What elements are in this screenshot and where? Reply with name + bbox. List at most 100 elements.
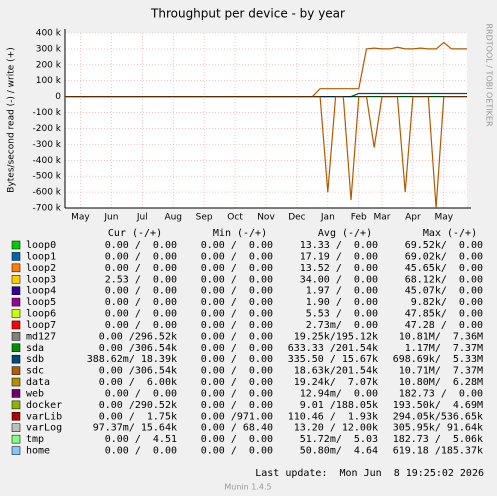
- last-update: Last update: Mon Jun 8 19:25:02 2026: [255, 468, 484, 479]
- legend-name: loop1: [26, 251, 56, 262]
- x-tick-label: Mar: [373, 213, 390, 223]
- legend-value: 2.53 / 0.00: [105, 274, 177, 285]
- legend-value: 619.18 /185.37k: [393, 446, 483, 457]
- legend-value: 68.12k/ 0.00: [405, 274, 483, 285]
- legend-value: 0.00 / 0.00: [201, 286, 273, 297]
- legend-value: 294.05k/536.65k: [393, 411, 483, 422]
- legend-name: loop6: [26, 309, 56, 320]
- legend-value: 10.81M/ 7.36M: [399, 331, 483, 342]
- legend-value: 633.33 /201.54k: [288, 343, 378, 354]
- legend-value: 0.00 /296.52k: [99, 331, 177, 342]
- y-tick-label: -200 k: [33, 124, 62, 134]
- legend-value: 0.00 / 0.00: [201, 343, 273, 354]
- legend-name: loop2: [26, 263, 56, 274]
- x-tick-label: Sep: [196, 213, 213, 223]
- legend-swatch: [11, 320, 21, 330]
- legend-value: 13.20 / 12.00k: [294, 423, 378, 434]
- x-tick-label: Nov: [257, 213, 275, 223]
- legend-swatch: [11, 389, 21, 398]
- legend-value: 0.00 / 0.00: [201, 377, 273, 388]
- legend-value: 2.73m/ 0.00: [306, 320, 378, 331]
- legend-name: varLib: [26, 411, 62, 422]
- legend-value: 50.80m/ 4.64: [300, 446, 378, 457]
- chart-title: Throughput per device - by year: [150, 7, 345, 21]
- legend-name: tmp: [26, 434, 44, 445]
- legend-value: 182.73 / 5.06k: [393, 434, 483, 445]
- legend-name: data: [26, 377, 50, 388]
- legend-value: 193.50k/ 4.69M: [393, 400, 483, 411]
- legend-swatch: [11, 297, 21, 307]
- x-tick-label: Jan: [320, 213, 335, 223]
- legend-value: 0.00 /306.54k: [99, 366, 177, 377]
- y-axis-label: Bytes/second read (-) / write (+): [7, 47, 17, 192]
- legend-value: 0.00 / 0.00: [201, 240, 273, 251]
- y-tick-label: 300 k: [36, 44, 62, 54]
- legend-value: 10.80M/ 6.28M: [399, 377, 483, 388]
- y-tick-label: 200 k: [36, 60, 62, 70]
- legend-swatch: [11, 400, 21, 410]
- legend-value: 12.94m/ 0.00: [300, 388, 378, 399]
- legend-value: 69.02k/ 0.00: [405, 251, 483, 262]
- legend-name: loop7: [26, 320, 56, 331]
- legend-value: 51.72m/ 5.03: [300, 434, 378, 445]
- legend-swatch: [11, 286, 21, 295]
- version: Munin 1.4.5: [224, 483, 271, 492]
- legend-swatch: [11, 434, 21, 444]
- x-tick-label: Aug: [164, 213, 182, 223]
- legend-value: 1.17M/ 7.37M: [405, 343, 483, 354]
- legend-name: loop0: [26, 240, 56, 251]
- legend-value: 1.90 / 0.00: [306, 297, 378, 308]
- legend-value: 0.00 / 0.00: [105, 240, 177, 251]
- legend-value: 0.00 /290.52k: [99, 400, 177, 411]
- legend-value: 9.82k/ 0.00: [411, 297, 483, 308]
- legend-value: 19.24k/ 7.07k: [294, 377, 378, 388]
- legend-value: 97.37m/ 15.64k: [93, 423, 177, 434]
- column-header: Cur (-/+): [108, 228, 162, 239]
- legend-value: 0.00 / 68.40: [201, 423, 273, 434]
- legend-name: home: [26, 446, 50, 457]
- legend-value: 0.00 / 0.00: [201, 434, 273, 445]
- legend-name: varLog: [26, 423, 62, 434]
- legend-swatch: [11, 366, 21, 375]
- legend-value: 5.53 / 0.00: [306, 309, 378, 320]
- legend-value: 305.95k/ 91.64k: [393, 423, 483, 434]
- legend-swatch: [11, 263, 21, 273]
- legend-value: 0.00 / 1.75k: [99, 411, 177, 422]
- legend-value: 45.65k/ 0.00: [405, 263, 483, 274]
- x-tick-label: Jun: [103, 213, 118, 223]
- legend-value: 0.00 / 0.00: [105, 446, 177, 457]
- legend-value: 0.00 / 0.00: [201, 309, 273, 320]
- column-header: Max (-/+): [423, 228, 477, 239]
- legend-swatch: [11, 309, 21, 318]
- legend-swatch: [11, 332, 21, 341]
- legend-name: md127: [26, 331, 56, 342]
- legend-value: 0.00 / 0.00: [201, 446, 273, 457]
- x-tick-label: Jul: [136, 213, 148, 223]
- legend-value: 0.00 / 0.00: [105, 388, 177, 399]
- x-tick-label: Feb: [351, 213, 367, 223]
- legend-value: 34.00 / 0.00: [300, 274, 378, 285]
- legend-name: loop3: [26, 274, 56, 285]
- x-tick-label: May: [71, 213, 90, 223]
- legend-value: 0.00 / 0.00: [105, 251, 177, 262]
- legend-value: 0.00 / 0.00: [201, 263, 273, 274]
- legend-value: 47.85k/ 0.00: [405, 309, 483, 320]
- legend-value: 110.46 / 1.93k: [288, 411, 378, 422]
- legend-name: sdb: [26, 354, 44, 365]
- x-tick-label: May: [435, 213, 454, 223]
- legend-name: loop5: [26, 297, 56, 308]
- legend-swatch: [11, 354, 21, 364]
- column-header: Avg (-/+): [318, 228, 372, 239]
- legend-name: sda: [26, 343, 44, 354]
- legend-value: 13.33 / 0.00: [300, 240, 378, 251]
- y-tick-label: 0: [55, 92, 61, 102]
- legend-swatch: [11, 446, 21, 455]
- y-tick-label: -100 k: [33, 108, 62, 118]
- x-tick-label: Oct: [227, 213, 243, 223]
- legend-value: 0.00 / 0.00: [105, 320, 177, 331]
- legend-value: 1.97 / 0.00: [306, 286, 378, 297]
- legend-swatch: [11, 343, 21, 353]
- y-tick-label: -700 k: [33, 204, 62, 214]
- y-tick-label: -300 k: [33, 140, 62, 150]
- legend-swatch: [11, 423, 21, 432]
